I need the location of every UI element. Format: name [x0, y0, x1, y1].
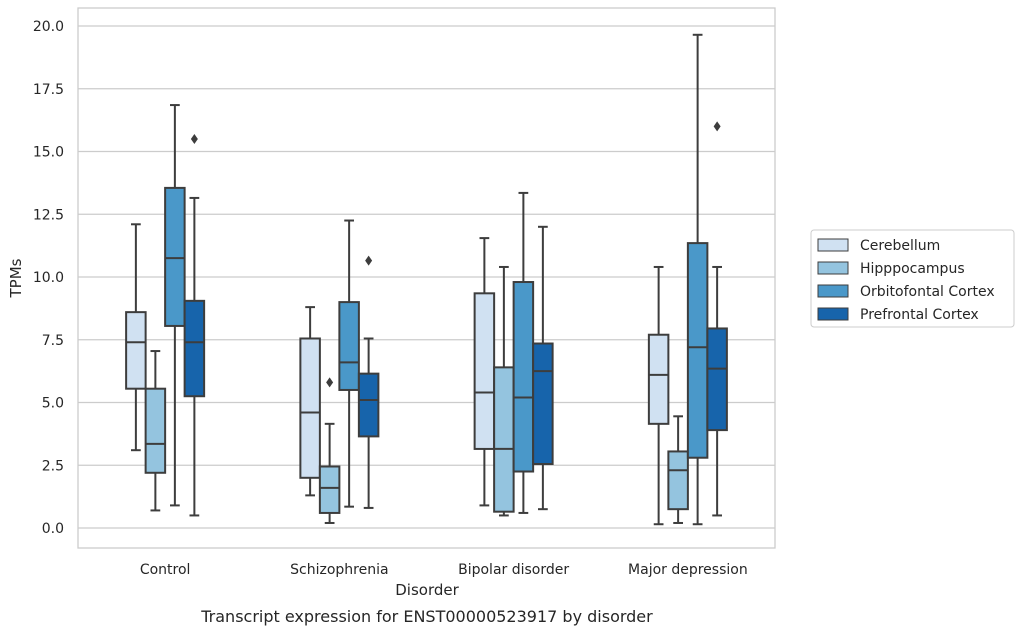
- box: [667, 415, 689, 524]
- y-tick-label: 5.0: [42, 396, 64, 412]
- legend: Cerebellum Hipppocampus Orbitofontal Corte…: [810, 229, 1015, 328]
- y-tick-label: 15.0: [33, 145, 64, 161]
- box-body: [183, 299, 206, 398]
- box-body: [473, 292, 496, 450]
- figure-caption: Transcript expression for ENST0000052391…: [200, 607, 653, 626]
- x-axis-label: Disorder: [395, 581, 459, 599]
- box: [144, 350, 167, 512]
- box-body: [667, 450, 689, 511]
- legend-swatch: [817, 284, 849, 298]
- boxes-layer: [125, 33, 728, 526]
- legend-swatch: [817, 261, 849, 275]
- box-body: [144, 387, 167, 474]
- y-tick-label: 0.0: [42, 521, 64, 537]
- legend-swatch: [817, 307, 849, 321]
- y-tick-label: 12.5: [33, 207, 64, 223]
- y-tick-label: 17.5: [33, 82, 64, 98]
- y-tick-label: 2.5: [42, 458, 64, 474]
- outlier-marker: [365, 255, 373, 266]
- box: [647, 265, 670, 526]
- box-body: [706, 327, 728, 432]
- box-body: [493, 366, 515, 513]
- box-body: [164, 186, 186, 327]
- box-body: [125, 311, 147, 390]
- outlier-marker: [713, 121, 721, 132]
- plot-frame: [77, 7, 776, 549]
- box: [125, 223, 147, 452]
- box: [318, 377, 341, 524]
- box: [338, 219, 360, 508]
- outlier-marker: [326, 377, 334, 388]
- legend-swatch: [817, 238, 849, 252]
- y-tick-labels: 0.0 2.5 5.0 7.5 10.0 12.5 15.0 17.5 20.0: [33, 19, 64, 537]
- box: [706, 121, 728, 517]
- box-body: [647, 333, 670, 425]
- series-cerebellum: [125, 223, 670, 526]
- box: [164, 104, 186, 507]
- x-tick-label: Major depression: [628, 562, 748, 578]
- legend-label: Orbitofontal Cortex: [860, 284, 995, 300]
- x-tick-label: Control: [140, 562, 191, 578]
- legend-label: Hipppocampus: [860, 261, 965, 277]
- box: [183, 133, 206, 517]
- box: [493, 265, 515, 517]
- box-body: [532, 342, 554, 465]
- x-tick-labels: Control Schizophrenia Bipolar disorder Majo…: [140, 562, 748, 578]
- series-hipppocampus: [144, 265, 689, 524]
- box-body: [299, 337, 321, 479]
- box-body: [686, 242, 709, 459]
- legend-frame: [810, 229, 1015, 328]
- box: [532, 225, 554, 511]
- legend-label: Prefrontal Cortex: [860, 307, 979, 323]
- box: [512, 191, 535, 514]
- box-body: [512, 281, 535, 473]
- x-tick-label: Bipolar disorder: [458, 562, 569, 578]
- box: [357, 255, 380, 509]
- box-body: [318, 465, 341, 514]
- y-tick-label: 20.0: [33, 19, 64, 35]
- box-body: [357, 372, 380, 438]
- series-orbitofontal-cortex: [164, 33, 709, 526]
- series-prefrontal-cortex: [183, 121, 728, 517]
- box-body: [338, 301, 360, 391]
- legend-label: Cerebellum: [860, 238, 940, 254]
- y-tick-label: 10.0: [33, 270, 64, 286]
- y-axis-label: TPMs: [7, 258, 25, 298]
- outlier-marker: [190, 133, 198, 144]
- box: [299, 306, 321, 497]
- box: [686, 33, 709, 526]
- x-tick-label: Schizophrenia: [290, 562, 388, 578]
- y-tick-label: 7.5: [42, 333, 64, 349]
